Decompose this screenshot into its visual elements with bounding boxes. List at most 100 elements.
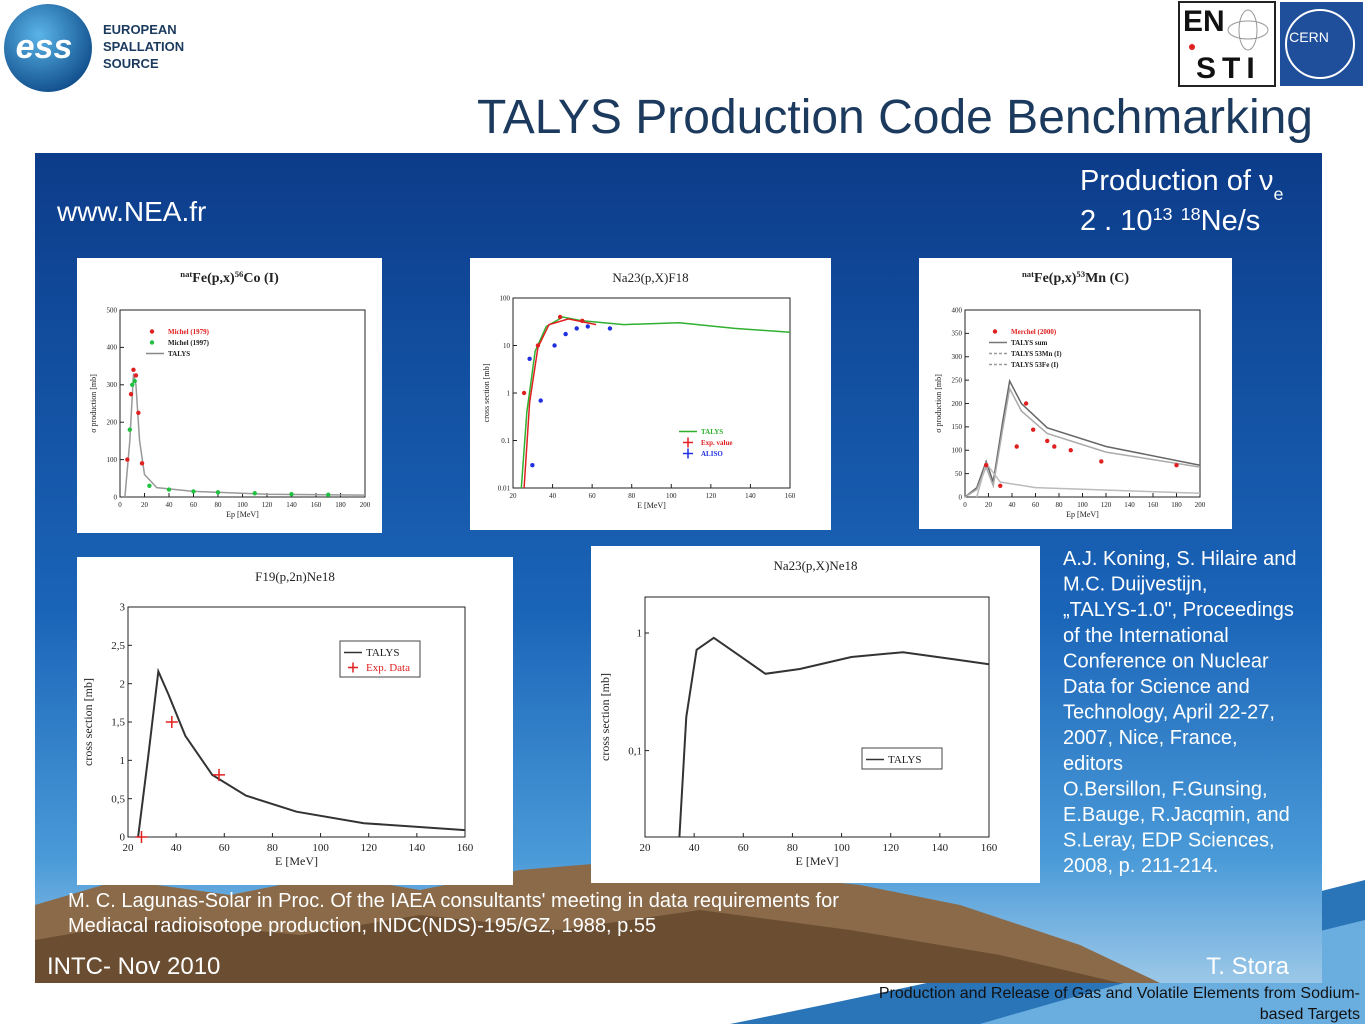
legend-label: Michel (1997)	[168, 339, 210, 347]
point	[215, 490, 221, 495]
point	[165, 716, 178, 728]
legend-label: TALYS	[366, 647, 399, 659]
legend-label: TALYS 53Mn (I)	[1011, 350, 1062, 358]
figure-panel	[77, 258, 382, 533]
x-tick-label: 160	[981, 842, 998, 854]
text-part: Na23(p,X)F18	[612, 270, 688, 285]
curve	[523, 318, 597, 489]
curve	[964, 378, 1201, 498]
x-tick-label: 200	[1195, 501, 1206, 509]
x-tick-label: 140	[409, 842, 426, 854]
x-axis-label: E [MeV]	[796, 854, 839, 868]
legend-symbol	[348, 662, 358, 673]
legend-symbol	[992, 329, 998, 334]
point	[607, 326, 613, 331]
x-axis-label: Ep [MeV]	[226, 510, 259, 519]
point	[131, 367, 136, 373]
figure-panel	[77, 557, 513, 885]
x-tick-label: 80	[215, 501, 223, 509]
point	[127, 427, 132, 432]
y-tick-label: 0.1	[501, 437, 510, 445]
legend-label: TALYS	[701, 428, 723, 436]
point	[983, 463, 989, 468]
legend-symbol	[149, 329, 155, 334]
text-part: nat	[1022, 269, 1034, 279]
footer-right: T. Stora	[1206, 953, 1289, 980]
point	[125, 457, 130, 462]
point	[563, 331, 568, 337]
point	[252, 491, 257, 496]
legend-label: TALYS sum	[1011, 339, 1048, 347]
legend-box	[339, 640, 421, 678]
y-tick-label: 0,5	[111, 793, 125, 805]
y-axis-label: σ production [mb]	[89, 374, 98, 433]
y-tick-label: 2,5	[111, 640, 125, 652]
text-part: 13	[1153, 204, 1173, 224]
x-tick-label: 200	[360, 501, 371, 509]
point	[574, 326, 579, 331]
y-tick-label: 50	[955, 470, 963, 478]
mountains	[35, 910, 1120, 983]
point	[147, 483, 152, 488]
x-tick-label: 60	[1032, 501, 1040, 509]
y-axis-label: cross section [mb]	[482, 363, 491, 422]
point	[139, 461, 145, 466]
legend-label: Exp. Data	[366, 662, 410, 674]
point	[166, 487, 172, 492]
x-tick-label: 100	[1077, 501, 1088, 509]
point	[1014, 444, 1019, 449]
y-tick-label: 350	[952, 330, 963, 338]
x-tick-label: 20	[123, 842, 135, 854]
x-tick-label: 100	[666, 492, 677, 500]
x-tick-label: 40	[689, 842, 701, 854]
text-part: Co (I)	[243, 271, 279, 286]
x-tick-label: 120	[882, 842, 899, 854]
reference-line: Data for Science and	[1063, 676, 1250, 698]
y-tick-label: 300	[107, 381, 118, 389]
y-tick-label: 1	[507, 389, 511, 397]
curve	[124, 373, 366, 498]
logo-text: ess	[16, 28, 73, 66]
panel-title: F19(p,2n)Ne18	[255, 569, 335, 584]
x-tick-label: 80	[1056, 501, 1064, 509]
y-tick-label: 1,5	[111, 717, 125, 729]
text-part: nat	[180, 269, 192, 279]
point	[135, 831, 148, 843]
x-tick-label: 40	[166, 501, 174, 509]
atom	[1227, 20, 1269, 40]
en-sti-logo	[1178, 1, 1276, 87]
point	[1174, 463, 1179, 468]
point	[136, 410, 141, 416]
reference-line: M.C. Duijvestijn,	[1063, 574, 1207, 596]
legend-label: TALYS 53Fe (I)	[1011, 361, 1059, 369]
y-tick-label: 200	[952, 400, 963, 408]
text-part: 2 . 10	[1080, 205, 1153, 237]
x-axis-label: Ep [MeV]	[1066, 510, 1099, 519]
x-tick-label: 120	[706, 492, 717, 500]
y-tick-label: 0	[959, 493, 963, 501]
plot-frame	[644, 596, 990, 838]
panel-title: Na23(p,X)F18	[612, 270, 688, 285]
x-tick-label: 120	[262, 501, 273, 509]
x-tick-label: 160	[457, 842, 474, 854]
x-tick-label: 100	[833, 842, 850, 854]
citation-line: Mediacal radioisotope production, INDC(N…	[68, 915, 656, 937]
point	[535, 343, 541, 348]
point	[1023, 401, 1029, 406]
org-line: SPALLATION	[103, 39, 184, 54]
point	[132, 378, 137, 384]
y-tick-label: 10	[503, 342, 511, 350]
atom	[1238, 9, 1258, 51]
x-tick-label: 180	[335, 501, 346, 509]
point	[212, 768, 225, 781]
x-tick-label: 140	[286, 501, 297, 509]
y-tick-label: 400	[107, 344, 118, 352]
legend-label: ALISO	[701, 450, 723, 458]
curve	[137, 667, 466, 838]
y-axis-label: σ production [mb]	[934, 374, 943, 433]
figure-panel	[919, 258, 1232, 529]
legend-box	[675, 422, 737, 461]
y-tick-label: 0	[120, 832, 126, 844]
text-part: Mn (C)	[1085, 271, 1129, 286]
